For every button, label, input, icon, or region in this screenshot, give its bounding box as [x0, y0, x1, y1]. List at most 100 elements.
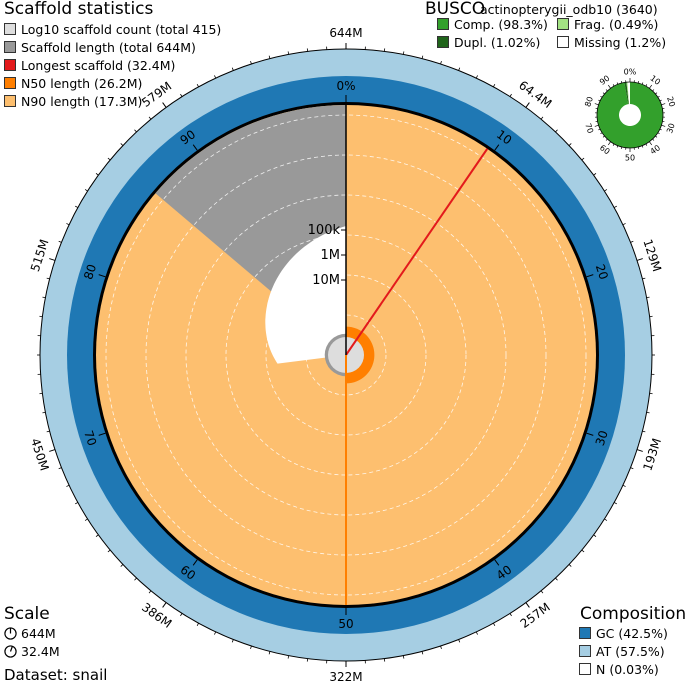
span-minor-tick: [250, 60, 252, 65]
span-minor-tick: [646, 411, 650, 414]
busco-tick-label: 70: [583, 122, 595, 134]
busco-item-swatch: [557, 36, 569, 48]
percent-label: 20: [593, 262, 611, 281]
span-minor-tick: [642, 277, 646, 280]
busco-fragmented-arc: [626, 82, 630, 105]
busco-tick: [607, 141, 611, 146]
span-minor-tick: [148, 590, 152, 594]
span-tick: [636, 449, 643, 452]
busco-tick: [616, 145, 619, 148]
span-minor-tick: [66, 484, 70, 487]
span-minor-tick: [58, 467, 62, 470]
busco-item-label: Comp. (98.3%): [454, 16, 548, 32]
span-minor-tick: [268, 55, 271, 59]
scaffold-stats-item-label: N90 length (17.3M): [21, 93, 143, 109]
span-minor-tick: [402, 51, 405, 55]
span-tick: [162, 102, 167, 108]
span-minor-tick: [421, 651, 424, 655]
span-minor-tick: [196, 84, 199, 88]
busco-tick: [612, 143, 615, 146]
span-minor-tick: [120, 564, 124, 567]
busco-tick: [616, 82, 619, 85]
span-minor-tick: [440, 60, 442, 65]
span-tick: [49, 258, 56, 261]
scale-title: Scale: [4, 604, 50, 624]
span-minor-tick: [622, 484, 626, 487]
span-minor-tick: [95, 173, 99, 176]
composition-item-swatch: [579, 645, 591, 657]
span-minor-tick: [75, 502, 79, 505]
span-tick: [162, 602, 167, 608]
composition-title: Composition: [580, 604, 685, 624]
busco-tick: [657, 132, 660, 135]
span-tick: [525, 102, 530, 108]
span-minor-tick: [231, 639, 234, 643]
busco-tick: [649, 141, 653, 146]
span-minor-tick: [493, 84, 496, 88]
span-minor-tick: [148, 116, 152, 120]
span-minor-tick: [75, 205, 79, 208]
busco-tick: [649, 84, 653, 89]
percent-tick: [98, 432, 106, 436]
span-minor-tick: [581, 157, 585, 161]
busco-complete-arc: [597, 82, 664, 148]
busco-tick-label: 40: [649, 143, 663, 156]
span-minor-tick: [475, 75, 478, 79]
span-minor-tick: [646, 296, 650, 299]
composition-item-label: N (0.03%): [596, 661, 659, 677]
span-minor-tick: [42, 411, 46, 414]
scaffold-stats-item-label: N50 length (26.2M): [21, 75, 143, 91]
scaffold-stats-title: Scaffold statistics: [4, 0, 154, 19]
span-minor-tick: [250, 645, 252, 650]
busco-tick-label: 20: [665, 95, 677, 107]
span-minor-tick: [134, 577, 137, 581]
span-minor-tick: [458, 67, 461, 71]
busco-tick: [661, 103, 666, 106]
radial-scale-label: 100k: [308, 223, 341, 238]
span-minor-tick: [604, 518, 608, 521]
composition-item-swatch: [579, 627, 591, 639]
busco-title: BUSCO: [425, 0, 486, 19]
scaffold-count-gap: [265, 226, 346, 364]
busco-tick-label: 30: [665, 122, 677, 134]
busco-tick: [602, 92, 605, 95]
scaffold-stats-item-label: Log10 scaffold count (total 415): [21, 21, 222, 37]
scale-clock-icon: [4, 627, 17, 640]
busco-tick: [605, 89, 608, 92]
span-minor-tick: [180, 613, 183, 617]
busco-item-swatch: [437, 36, 449, 48]
busco-duplicated-arc: [624, 82, 629, 105]
span-minor-tick: [642, 430, 646, 433]
busco-tick: [659, 128, 662, 131]
span-minor-tick: [622, 223, 626, 226]
span-minor-tick: [440, 645, 442, 650]
span-minor-tick: [613, 502, 617, 505]
scaffold-stats-item-swatch: [4, 77, 16, 89]
span-minor-tick: [540, 116, 544, 120]
busco-item-swatch: [437, 18, 449, 30]
span-label: 322M: [329, 670, 362, 684]
busco-tick: [659, 99, 662, 102]
percent-label: 70: [81, 429, 99, 448]
span-minor-tick: [555, 577, 558, 581]
span-minor-tick: [214, 75, 217, 79]
scale-clock-icon: [4, 645, 17, 658]
span-minor-tick: [107, 157, 111, 161]
busco-tick: [600, 95, 603, 98]
span-minor-tick: [630, 240, 634, 243]
busco-tick: [605, 138, 608, 141]
span-label: 515M: [28, 238, 52, 274]
span-minor-tick: [581, 549, 585, 553]
busco-tick: [598, 128, 601, 131]
busco-tick: [602, 135, 605, 138]
grid-circle: [145, 154, 547, 556]
busco-tick: [594, 124, 599, 127]
busco-tick: [600, 132, 603, 135]
busco-lineage: actinopterygii_odb10 (3640): [480, 2, 658, 17]
scale-item-label: 644M: [21, 625, 56, 641]
span-tick: [636, 258, 643, 261]
percent-label: 30: [593, 429, 611, 448]
busco-item-label: Dupl. (1.02%): [454, 34, 541, 50]
percent-tick: [494, 559, 500, 566]
